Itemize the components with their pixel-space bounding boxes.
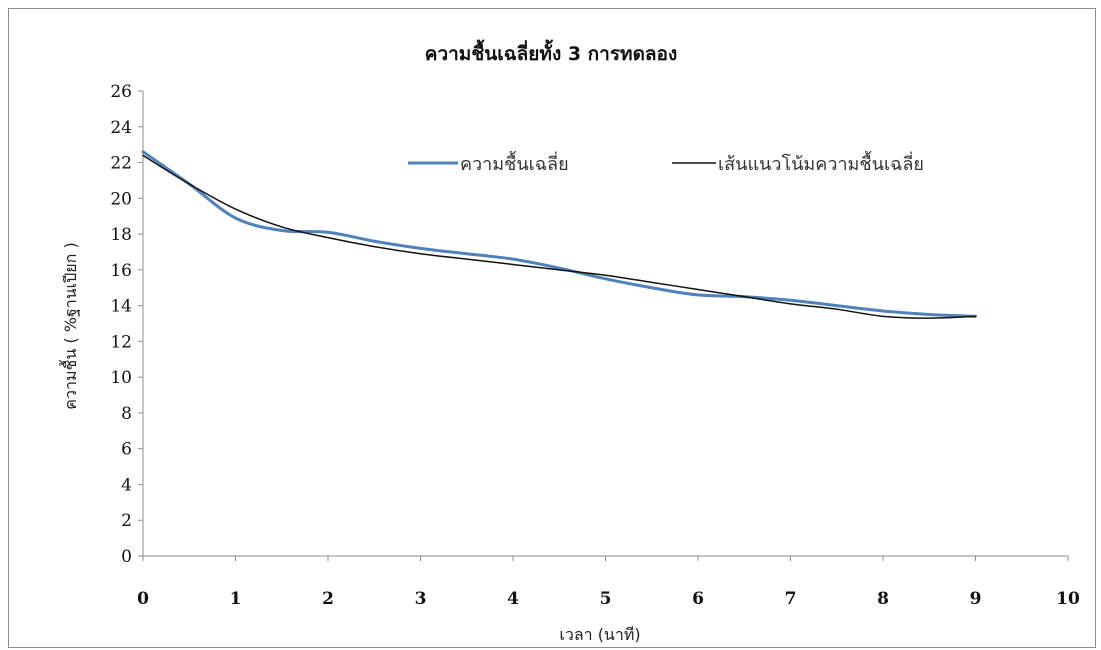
x-axis-label: เวลา (นาที) [559, 625, 640, 644]
x-tick-label: 1 [230, 589, 242, 609]
legend-label-trendline: เส้นแนวโน้มความชื้นเฉลี่ย [718, 151, 924, 175]
y-tick-label: 2 [121, 511, 132, 531]
y-tick-label: 16 [110, 261, 132, 281]
y-tick-label: 14 [110, 297, 132, 317]
y-tick-label: 6 [121, 440, 132, 460]
x-tick-label: 10 [1056, 589, 1080, 609]
series-layer [141, 150, 977, 319]
legend-label-average: ความชื้นเฉลี่ย [460, 151, 569, 175]
y-tick-label: 4 [121, 475, 132, 495]
y-axis-label: ความชื้น ( %ฐานเปียก ) [59, 242, 80, 409]
axes [142, 91, 1068, 557]
x-tick-labels: 0 1 2 3 4 5 6 7 8 9 10 [137, 556, 1080, 609]
chart-frame [8, 8, 1096, 648]
x-tick-label: 6 [692, 589, 704, 609]
x-tick-label: 3 [415, 589, 427, 609]
x-tick-label: 8 [877, 589, 889, 609]
series-trendline [142, 154, 977, 319]
chart-title: ความชื้นเฉลี่ยทั้ง 3 การทดลอง [425, 39, 678, 65]
x-tick-label: 0 [137, 589, 149, 609]
y-tick-label: 26 [110, 82, 132, 102]
y-tick-label: 22 [110, 154, 132, 174]
y-tick-label: 20 [110, 189, 132, 209]
y-tick-label: 8 [121, 404, 132, 424]
legend: ความชื้นเฉลี่ย เส้นแนวโน้มความชื้นเฉลี่ย [408, 151, 924, 175]
x-tick-label: 2 [322, 589, 334, 609]
x-tick-label: 7 [785, 589, 797, 609]
series-average-moisture [141, 150, 977, 318]
x-tick-label: 5 [600, 589, 612, 609]
x-tick-label: 9 [970, 589, 982, 609]
x-tick-label: 4 [507, 589, 519, 609]
y-tick-label: 10 [110, 368, 132, 388]
y-tick-label: 24 [110, 118, 132, 138]
y-tick-label: 0 [121, 547, 132, 567]
y-tick-label: 12 [110, 332, 132, 352]
y-tick-label: 18 [110, 225, 132, 245]
